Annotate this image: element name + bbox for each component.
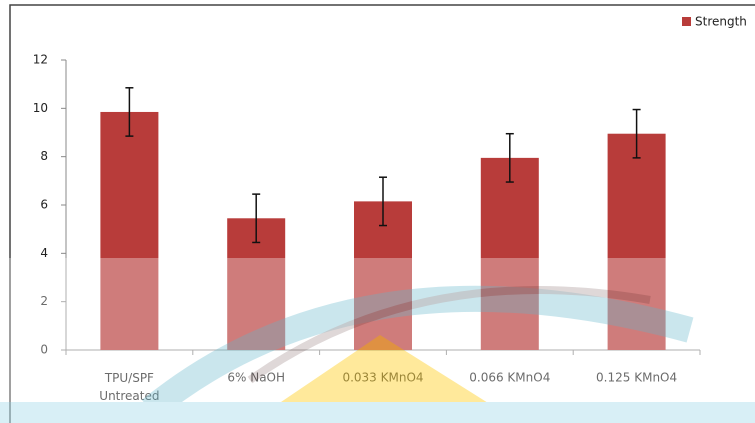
y-tick-label: 10 <box>33 101 48 115</box>
y-tick-label: 8 <box>40 149 48 163</box>
legend-swatch <box>682 17 691 26</box>
y-tick-label: 4 <box>40 246 48 260</box>
chart: 024681012TPU/SPFUntreated6% NaOH0.033 KM… <box>0 0 755 423</box>
legend-label: Strength <box>695 15 747 29</box>
y-tick-label: 12 <box>33 53 48 67</box>
y-tick-label: 6 <box>40 198 48 212</box>
watermark <box>0 258 755 423</box>
